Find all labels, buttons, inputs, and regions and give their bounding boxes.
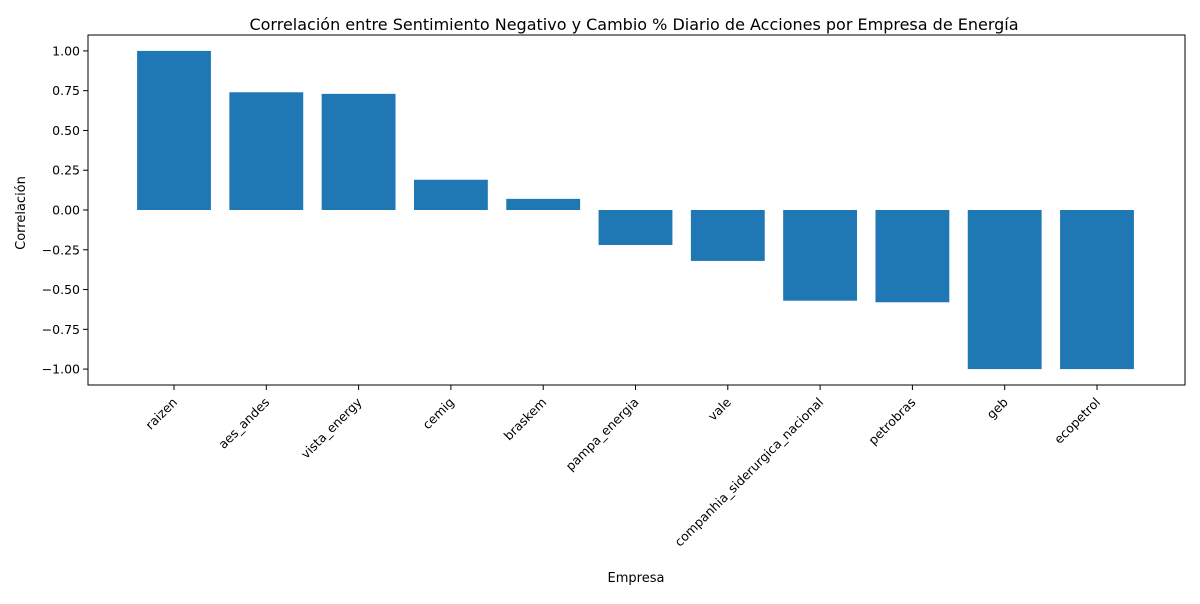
- y-tick-label: 0.75: [52, 83, 80, 98]
- bar-pampa_energia: [598, 210, 673, 245]
- x-tick-label: vista_energy: [298, 394, 365, 461]
- y-axis-label: Correlación: [14, 176, 29, 250]
- bar-vale: [690, 210, 765, 261]
- x-tick-label: petrobras: [865, 395, 918, 448]
- chart-title: Correlación entre Sentimiento Negativo y…: [249, 15, 1018, 34]
- y-tick-label: −1.00: [42, 362, 80, 377]
- x-tick-label: raizen: [142, 395, 180, 433]
- plot-area: 1.00 0.75 0.50 0.25 0.00 −0.25 −0.50 −0.75 −1.00…: [42, 34, 1186, 550]
- bar-companhia_siderurgica_nacional: [783, 210, 858, 301]
- x-tick-label: aes_andes: [215, 395, 272, 452]
- x-tick-label: braskem: [501, 395, 550, 444]
- bar-raizen: [137, 50, 211, 210]
- bar-aes_andes: [229, 92, 304, 210]
- bar-ecopetrol: [1060, 210, 1134, 370]
- x-tick-label: cemig: [419, 395, 457, 433]
- y-tick-label: 0.00: [52, 203, 80, 218]
- y-tick-label: 0.25: [52, 163, 80, 178]
- y-tick-label: −0.50: [42, 282, 80, 297]
- x-tick-label: pampa_energia: [562, 395, 641, 474]
- x-tick-label: geb: [984, 394, 1011, 421]
- x-tick-label: companhia_siderurgica_nacional: [671, 395, 826, 550]
- bar-geb: [967, 210, 1042, 370]
- bar-braskem: [506, 198, 581, 210]
- x-axis-label: Empresa: [608, 571, 665, 586]
- y-tick-label: 0.50: [52, 123, 80, 138]
- bar-cemig: [413, 179, 488, 210]
- bar-petrobras: [875, 210, 950, 303]
- x-tick-label: vale: [705, 394, 734, 423]
- y-tick-label: −0.75: [42, 322, 80, 337]
- x-tick-label: ecopetrol: [1051, 395, 1103, 447]
- y-tick-label: −0.25: [42, 242, 80, 257]
- y-tick-label: 1.00: [52, 43, 80, 58]
- bar-vista_energy: [321, 93, 396, 210]
